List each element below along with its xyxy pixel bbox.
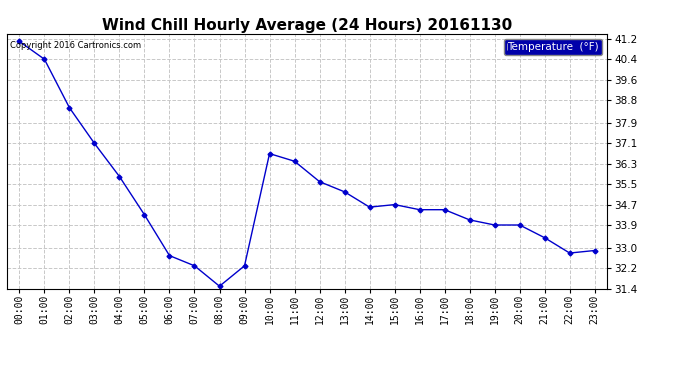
Legend: Temperature  (°F): Temperature (°F) — [504, 39, 602, 55]
Text: Copyright 2016 Cartronics.com: Copyright 2016 Cartronics.com — [10, 41, 141, 50]
Title: Wind Chill Hourly Average (24 Hours) 20161130: Wind Chill Hourly Average (24 Hours) 201… — [102, 18, 512, 33]
